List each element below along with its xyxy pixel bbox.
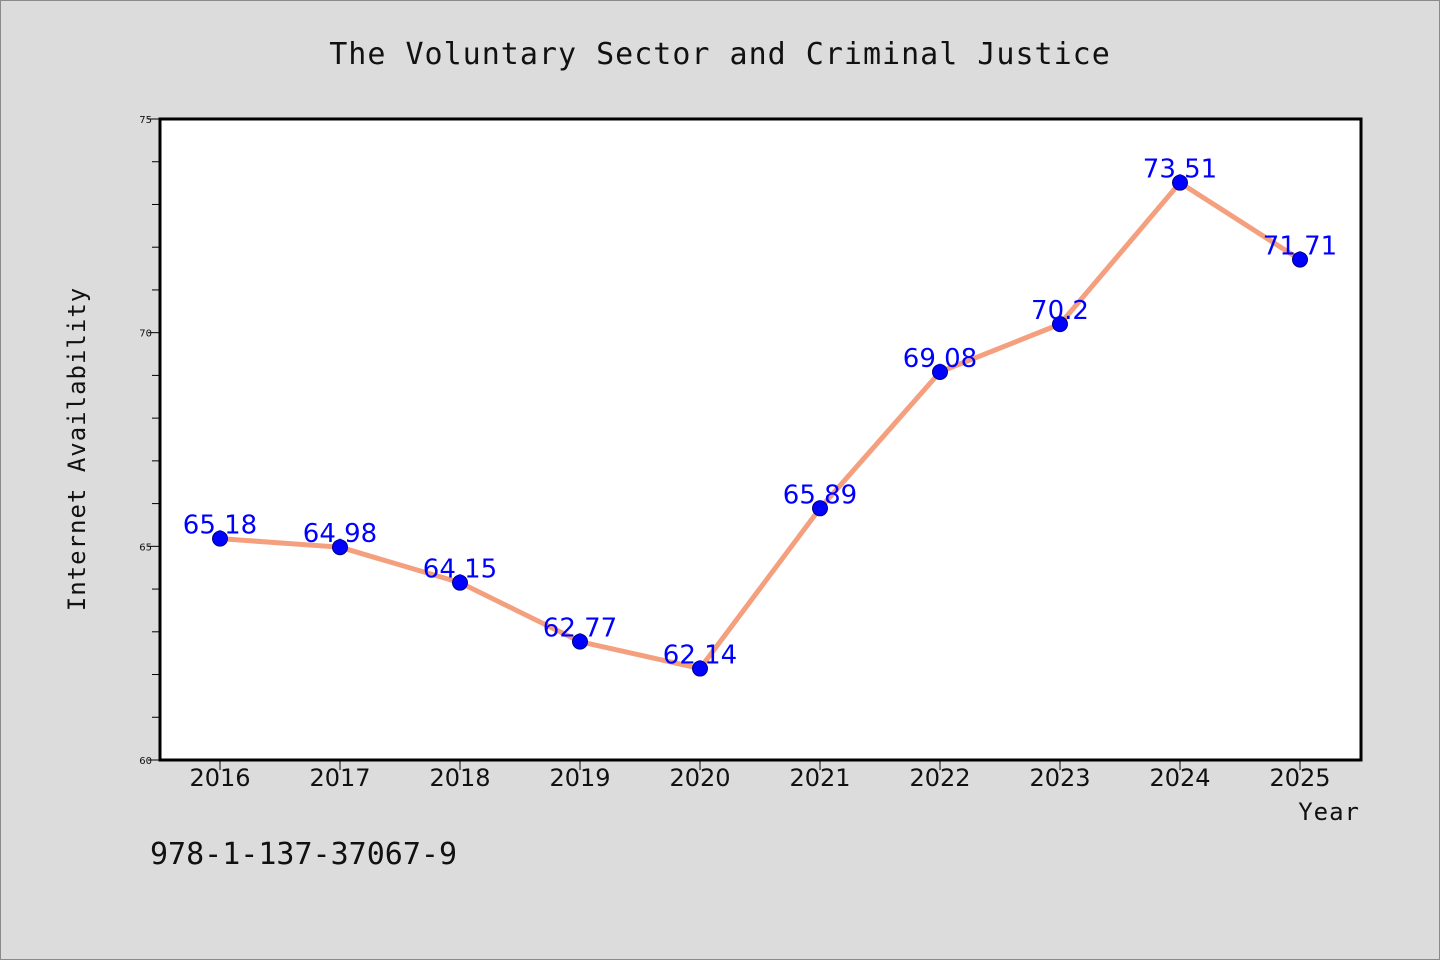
data-labels: 65.18 64.98 64.15 62.77 62.14 65.89 69.08 70.2 7… [183, 155, 1337, 671]
series-path [217, 180, 1303, 672]
x-axis-label: Year [1298, 798, 1360, 826]
data-point [212, 530, 228, 547]
x-tick-label: 2016 [189, 764, 250, 792]
x-tick-label: 2024 [1149, 764, 1210, 792]
x-tick-label: 2019 [549, 764, 610, 792]
x-tick-label: 2023 [1029, 764, 1090, 792]
data-label: 62.77 [543, 614, 617, 644]
data-label: 65.18 [183, 511, 257, 541]
x-tick-label: 2021 [789, 764, 850, 792]
y-tick-label: 60 [139, 756, 152, 767]
data-label: 70.2 [1031, 296, 1089, 326]
data-label: 64.15 [423, 555, 497, 585]
data-point [1292, 251, 1308, 268]
x-tick-label: 2018 [429, 764, 490, 792]
data-point [572, 633, 588, 650]
x-tick-label: 2022 [909, 764, 970, 792]
chart-title: The Voluntary Sector and Criminal Justic… [329, 37, 1111, 72]
y-tick-label: 65 [139, 542, 152, 553]
data-point [1052, 316, 1068, 333]
y-axis: 60 65 70 75 [139, 115, 160, 767]
data-point [932, 363, 948, 380]
data-label: 73.51 [1143, 155, 1217, 185]
y-axis-label: Internet Availability [63, 287, 91, 611]
data-point [812, 500, 828, 517]
x-tick-label: 2025 [1269, 764, 1330, 792]
y-tick-label: 75 [139, 115, 152, 126]
x-tick-label: 2017 [309, 764, 370, 792]
series-line [212, 174, 1308, 677]
y-tick-label: 70 [139, 329, 152, 340]
data-point [1172, 174, 1188, 191]
data-label: 64.98 [303, 519, 377, 549]
x-axis: 2016 2017 2018 2019 2020 2021 2022 2023 2024 2025 [189, 760, 1331, 792]
data-point [452, 574, 468, 591]
data-label: 69.08 [903, 344, 977, 374]
data-point [692, 660, 708, 677]
data-label: 62.14 [663, 641, 737, 671]
isbn-text: 978-1-137-37067-9 [150, 837, 457, 872]
plot-area [158, 117, 1363, 762]
data-label: 71.71 [1263, 232, 1337, 262]
data-label: 65.89 [783, 480, 857, 510]
x-tick-label: 2020 [669, 764, 730, 792]
data-point [332, 539, 348, 556]
